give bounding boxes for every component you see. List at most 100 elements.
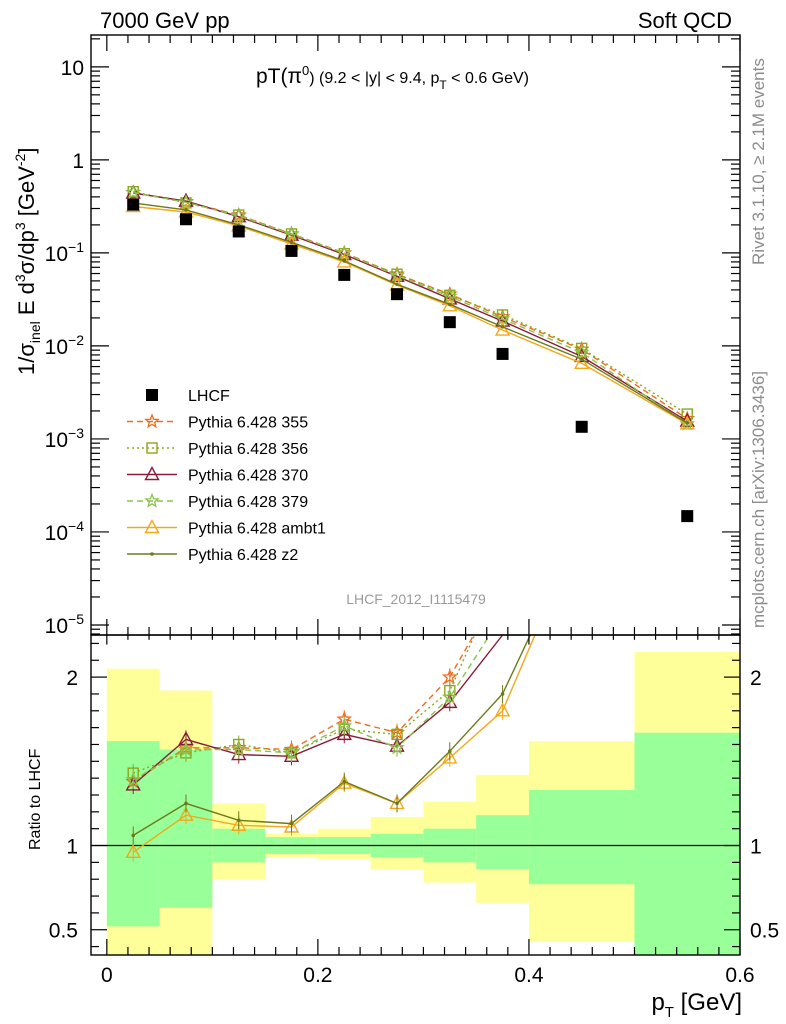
- x-tick-label-1: 0.2: [303, 964, 332, 987]
- ratio-marker-5-3: [289, 821, 294, 826]
- ratio-marker-5-0: [131, 833, 136, 838]
- main-marker-5-3: [289, 240, 294, 245]
- data-point-1: [179, 213, 192, 226]
- mcplots-label: mcplots.cern.ch [arXiv:1306.3436]: [749, 371, 768, 628]
- data-point-0: [127, 198, 140, 211]
- ratio-marker-4-7: [494, 702, 511, 717]
- header-right: Soft QCD: [638, 8, 732, 33]
- main-marker-4-9: [679, 415, 695, 430]
- ratio-marker-5-6: [447, 749, 452, 754]
- ratio-line-3: [132, 635, 491, 781]
- main-y-tick-label-0: 10: [61, 57, 84, 80]
- x-tick-label-0: 0: [101, 964, 113, 987]
- ratio-marker-5-7: [500, 692, 505, 696]
- data-point-7: [496, 347, 509, 360]
- ratio-marker-3-0: [125, 771, 142, 787]
- main-marker-1-7: [496, 309, 509, 321]
- main-line-2: [133, 192, 688, 422]
- ratio-marker-4-2: [231, 816, 247, 832]
- x-tick-label-3: 0.6: [725, 964, 754, 987]
- legend-label-1: Pythia 6.428 355: [188, 415, 308, 432]
- ratio-line-0: [132, 635, 475, 783]
- main-marker-2-0: [125, 184, 141, 199]
- ratio-marker-5-1: [184, 801, 188, 806]
- legend-label-0: LHCF: [188, 388, 230, 405]
- main-y-tick-label-1: 1: [72, 150, 84, 173]
- ratio-marker-3-6: [441, 689, 458, 705]
- band-green-1: [159, 749, 213, 908]
- ratio-marker-4-1: [178, 806, 194, 821]
- legend-marker-1: [144, 413, 160, 429]
- data-point-5: [391, 288, 404, 301]
- ratio-line-1: [132, 635, 476, 774]
- ratio-marker-2-4: [336, 725, 352, 741]
- legend-marker-3: [144, 466, 160, 481]
- data-point-9: [681, 510, 694, 523]
- ratio-marker-3-1: [178, 741, 194, 757]
- main-series-group: [125, 184, 696, 523]
- y-axis-label-main: 1/σinel E d3σ/dp3 [GeV-2]: [12, 148, 43, 375]
- main-line-1: [133, 191, 688, 415]
- legend-label-2: Pythia 6.428 356: [188, 441, 308, 458]
- main-marker-5-9: [685, 421, 690, 425]
- legend-label-5: Pythia 6.428 ambt1: [188, 521, 326, 538]
- legend-marker-0: [146, 389, 158, 401]
- band-green-8: [528, 789, 635, 885]
- data-point-2: [232, 225, 245, 238]
- ratio-y-tick-label-right-2: 2: [750, 667, 762, 690]
- main-marker-5-6: [447, 302, 452, 307]
- y-axis-label-ratio: Ratio to LHCF: [27, 748, 44, 850]
- main-line-0: [133, 191, 688, 420]
- x-axis-label: pT [GeV]: [651, 989, 742, 1021]
- ratio-marker-3-2: [230, 741, 247, 757]
- main-y-tick-label-4: 10−3: [45, 425, 85, 452]
- band-green-9: [634, 732, 740, 955]
- ratio-y-tick-label-2: 2: [66, 667, 78, 690]
- ratio-marker-4-6: [442, 749, 458, 764]
- data-point-6: [443, 316, 456, 329]
- ratio-line-2: [132, 635, 504, 786]
- data-point-4: [338, 268, 351, 281]
- ratio-y-tick-label-0: 0.5: [49, 920, 78, 943]
- main-panel-frame: [90, 34, 741, 636]
- legend-marker-5: [144, 519, 160, 534]
- main-marker-4-8: [574, 354, 590, 370]
- header-left: 7000 GeV pp: [100, 8, 230, 33]
- ratio-y-tick-label-right-1: 1: [750, 836, 762, 859]
- legend-marker-4: [144, 492, 160, 508]
- main-marker-4-4: [336, 253, 352, 268]
- legend-marker-6: [150, 552, 154, 556]
- ratio-marker-0-6: [441, 668, 458, 684]
- main-line-3: [133, 191, 688, 425]
- main-marker-5-5: [395, 282, 399, 287]
- ratio-marker-5-5: [395, 801, 399, 806]
- ratio-series-group: [125, 635, 536, 862]
- main-y-tick-label-5: 10−4: [45, 518, 85, 545]
- main-line-5: [133, 202, 688, 424]
- tick-labels: 0 0.2 0.4 0.6 10 1 10−1 10−2 10−3 10−4 10−5 0.5 0.5 1…: [45, 57, 780, 987]
- ratio-marker-4-0: [125, 843, 141, 858]
- main-y-tick-label-2: 10−1: [45, 239, 85, 266]
- ratio-marker-3-5: [389, 739, 405, 755]
- main-y-tick-label-6: 10−5: [45, 611, 85, 638]
- legend-label-6: Pythia 6.428 z2: [188, 547, 298, 564]
- data-point-8: [575, 420, 588, 433]
- legend-label-3: Pythia 6.428 370: [188, 468, 308, 485]
- ratio-marker-5-4: [342, 779, 347, 784]
- main-marker-4-6: [442, 297, 458, 312]
- main-marker-5-4: [342, 259, 347, 263]
- data-point-3: [285, 244, 298, 257]
- main-marker-5-7: [500, 325, 505, 329]
- main-line-4: [133, 205, 688, 425]
- x-tick-label-2: 0.4: [514, 964, 544, 987]
- ratio-marker-3-3: [283, 744, 300, 760]
- legend-marker-2: [146, 442, 158, 454]
- main-marker-1-8: [576, 342, 588, 355]
- ratio-y-tick-label-1: 1: [66, 836, 78, 859]
- rivet-label: Rivet 3.1.10, ≥ 2.1M events: [749, 58, 768, 265]
- analysis-watermark: LHCF_2012_I1115479: [346, 591, 486, 607]
- ratio-marker-5-2: [236, 818, 241, 823]
- main-y-tick-label-3: 10−2: [45, 332, 85, 359]
- axis-ticks: [91, 35, 741, 955]
